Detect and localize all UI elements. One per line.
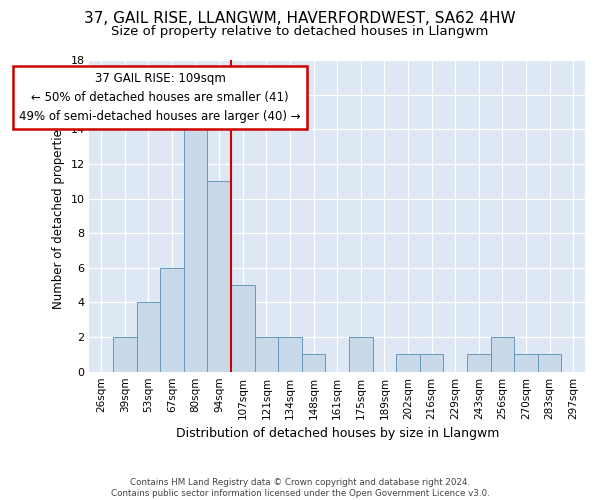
Bar <box>420 354 443 372</box>
Text: Contains HM Land Registry data © Crown copyright and database right 2024.
Contai: Contains HM Land Registry data © Crown c… <box>110 478 490 498</box>
Bar <box>302 354 325 372</box>
Bar <box>113 337 137 372</box>
Text: Size of property relative to detached houses in Llangwm: Size of property relative to detached ho… <box>112 25 488 38</box>
Bar <box>396 354 420 372</box>
Bar <box>349 337 373 372</box>
Bar <box>137 302 160 372</box>
Y-axis label: Number of detached properties: Number of detached properties <box>52 123 65 309</box>
Bar <box>278 337 302 372</box>
Bar <box>254 337 278 372</box>
Bar <box>538 354 562 372</box>
Bar <box>467 354 491 372</box>
Bar <box>514 354 538 372</box>
Text: 37 GAIL RISE: 109sqm
← 50% of detached houses are smaller (41)
49% of semi-detac: 37 GAIL RISE: 109sqm ← 50% of detached h… <box>19 72 301 123</box>
Bar <box>231 285 254 372</box>
Bar <box>160 268 184 372</box>
Bar <box>491 337 514 372</box>
X-axis label: Distribution of detached houses by size in Llangwm: Distribution of detached houses by size … <box>176 427 499 440</box>
Bar <box>208 181 231 372</box>
Text: 37, GAIL RISE, LLANGWM, HAVERFORDWEST, SA62 4HW: 37, GAIL RISE, LLANGWM, HAVERFORDWEST, S… <box>84 11 516 26</box>
Bar <box>184 130 208 372</box>
